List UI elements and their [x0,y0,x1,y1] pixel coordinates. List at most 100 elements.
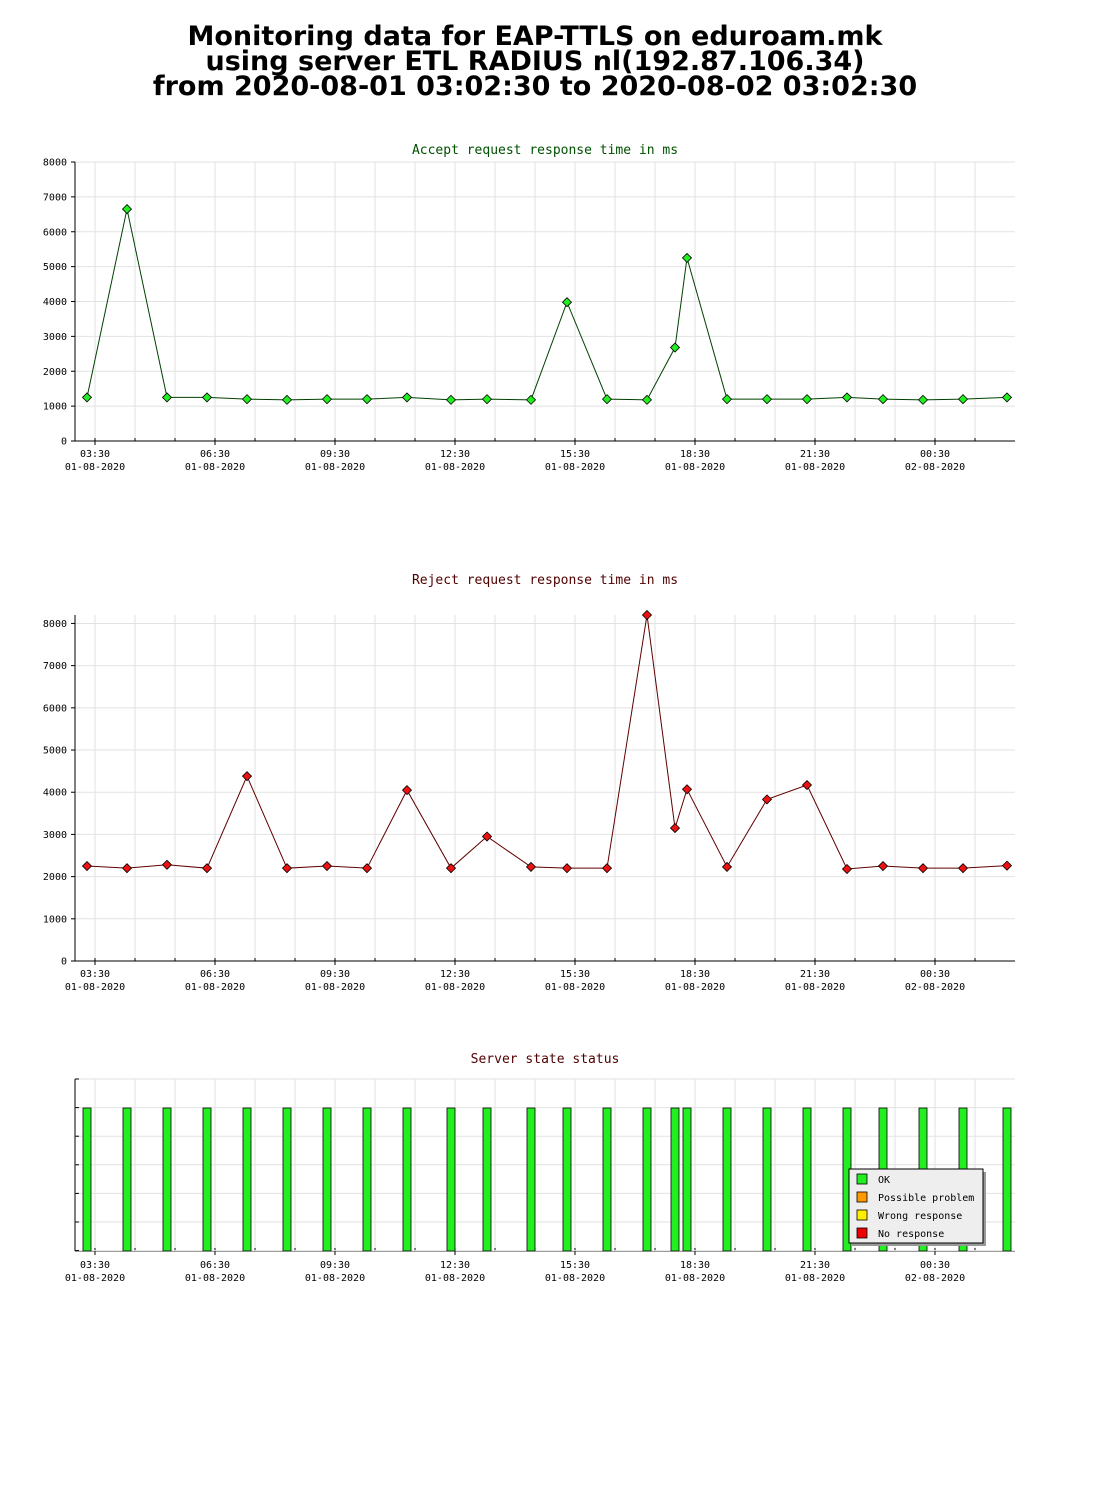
data-point [121,863,133,874]
data-point [877,394,889,405]
legend-swatch [856,1173,868,1185]
x-tick-label-time: 06:30 [200,969,230,980]
data-point [241,394,253,405]
data-point [525,861,537,872]
status-bar [642,1107,652,1252]
y-tick-label: 8000 [43,619,67,630]
data-point [561,863,573,874]
data-point [161,392,173,403]
x-tick-label-time: 21:30 [800,449,830,460]
x-tick-label-date: 01-08-2020 [305,982,365,993]
status-bar [526,1107,536,1252]
y-tick-label: 5000 [43,746,67,757]
data-point [641,394,653,405]
data-point [877,860,889,872]
y-tick-label: 2000 [43,367,67,378]
status-bar [670,1107,680,1252]
status-bar [762,1107,772,1252]
data-point [361,394,373,405]
data-point [525,394,537,405]
x-tick-label-date: 01-08-2020 [785,1273,845,1284]
x-tick-label-date: 01-08-2020 [425,1273,485,1284]
data-point [1001,860,1013,871]
data-point [201,863,213,874]
status-bar [562,1107,572,1252]
chart-title: Accept request response time in ms [412,143,678,158]
chart-title: Server state status [471,1052,620,1067]
status-bar [202,1107,212,1252]
y-tick-label: 5000 [43,262,67,273]
y-tick-label: 6000 [43,227,67,238]
x-tick-label-time: 15:30 [560,1260,590,1271]
title-line-2: using server ETL RADIUS nl(192.87.106.34… [205,46,865,77]
x-tick-label-date: 01-08-2020 [185,462,245,473]
data-point [601,394,613,405]
data-point [121,204,133,215]
status-bar [122,1107,132,1252]
x-tick-label-date: 01-08-2020 [65,462,125,473]
data-point [721,861,733,872]
x-tick-label-time: 00:30 [920,1260,950,1271]
status-bar [242,1107,252,1252]
data-point [761,794,773,805]
x-tick-label-time: 18:30 [680,969,710,980]
data-point [81,860,93,872]
data-point [917,394,929,405]
x-tick-label-date: 01-08-2020 [665,462,725,473]
x-tick-label-date: 01-08-2020 [545,1273,605,1284]
x-tick-label-time: 09:30 [320,449,350,460]
data-point [81,392,93,403]
legend-swatch [856,1191,868,1203]
y-tick-label: 1000 [43,402,67,413]
legend-swatch [856,1227,868,1239]
x-tick-label-date: 01-08-2020 [785,462,845,473]
y-tick-label: 4000 [43,788,67,799]
legend-label: No response [878,1229,944,1240]
x-tick-label-time: 15:30 [560,449,590,460]
x-tick-label-date: 02-08-2020 [905,462,965,473]
data-point [681,252,693,263]
data-point [681,784,693,795]
status-bar [1002,1107,1012,1252]
data-point [401,785,413,796]
legend-label: Wrong response [878,1211,962,1222]
legend-label: OK [878,1175,890,1186]
x-tick-label-date: 01-08-2020 [425,982,485,993]
legend-box [848,1168,984,1244]
x-tick-label-time: 00:30 [920,969,950,980]
x-tick-label-time: 03:30 [80,969,110,980]
series-line [86,614,1008,870]
x-tick-label-date: 01-08-2020 [545,982,605,993]
x-tick-label-date: 01-08-2020 [665,1273,725,1284]
data-point [669,823,681,834]
x-tick-label-date: 01-08-2020 [185,982,245,993]
data-point [401,392,413,403]
data-point [601,863,613,874]
y-tick-label: 0 [61,957,67,968]
x-tick-label-time: 12:30 [440,969,470,980]
y-tick-label: 7000 [43,661,67,672]
x-tick-label-time: 12:30 [440,449,470,460]
x-tick-label-time: 21:30 [800,969,830,980]
data-point [281,863,293,874]
status-bar [402,1107,412,1252]
page-title: Monitoring data for EAP-TTLS on eduroam.… [0,23,1070,100]
x-tick-label-time: 00:30 [920,449,950,460]
y-tick-label: 4000 [43,297,67,308]
x-tick-label-date: 02-08-2020 [905,982,965,993]
status-bar [282,1107,292,1252]
x-tick-label-date: 01-08-2020 [425,462,485,473]
x-tick-label-time: 03:30 [80,1260,110,1271]
x-tick-label-time: 06:30 [200,1260,230,1271]
status-bar [362,1107,372,1252]
data-point [281,394,293,405]
x-tick-label-time: 18:30 [680,449,710,460]
data-point [241,771,253,782]
data-point [761,394,773,405]
x-tick-label-time: 18:30 [680,1260,710,1271]
y-tick-label: 8000 [43,158,67,169]
x-tick-label-date: 02-08-2020 [905,1273,965,1284]
x-tick-label-time: 09:30 [320,1260,350,1271]
data-point [361,863,373,874]
x-tick-label-time: 15:30 [560,969,590,980]
